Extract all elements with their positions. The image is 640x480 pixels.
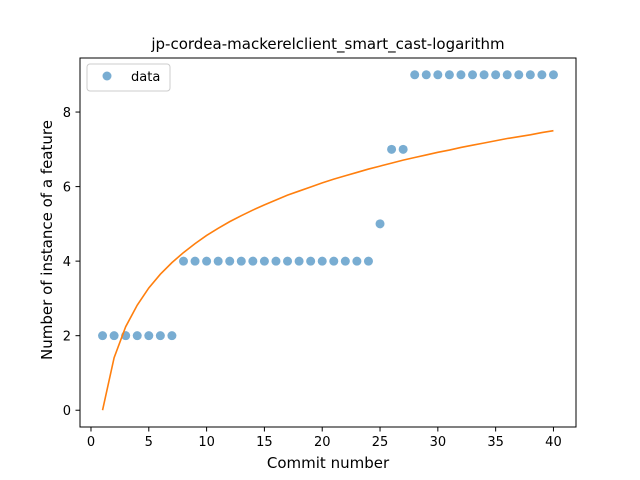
y-tick-label: 8 — [63, 106, 71, 121]
data-point — [456, 70, 466, 80]
data-point — [329, 256, 339, 266]
data-point — [525, 70, 535, 80]
chart-title: jp-cordea-mackerelclient_smart_cast-loga… — [150, 35, 504, 54]
data-point — [444, 70, 454, 80]
data-point — [132, 331, 142, 341]
x-tick-label: 25 — [372, 435, 389, 450]
axes-frame — [79, 57, 577, 428]
y-axis-label: Number of instance of a feature — [38, 120, 56, 360]
data-point — [167, 331, 177, 341]
legend-box — [86, 63, 171, 92]
data-point — [236, 256, 246, 266]
data-point — [514, 70, 524, 80]
x-axis-label: Commit number — [267, 454, 390, 472]
x-tick-label: 0 — [87, 435, 95, 450]
data-point — [548, 70, 558, 80]
y-tick-label: 0 — [63, 404, 71, 419]
data-point — [410, 70, 420, 80]
data-point — [306, 256, 316, 266]
y-axis: 0 2 4 6 8 — [63, 106, 80, 419]
data-point — [190, 256, 200, 266]
data-point — [283, 256, 293, 266]
data-point — [491, 70, 501, 80]
data-point — [294, 256, 304, 266]
x-tick-label: 10 — [198, 435, 215, 450]
fit-line — [101, 129, 554, 411]
x-tick-label: 40 — [545, 435, 562, 450]
legend-label-data: data — [131, 70, 160, 85]
x-axis: 0 5 10 15 20 25 30 35 40 — [87, 427, 562, 450]
data-point — [387, 144, 397, 154]
data-point — [352, 256, 362, 266]
legend: data — [86, 63, 171, 92]
x-tick-label: 20 — [314, 435, 331, 450]
data-point — [363, 256, 373, 266]
data-point — [468, 70, 478, 80]
data-point — [259, 256, 269, 266]
data-point — [421, 70, 431, 80]
x-tick-label: 15 — [256, 435, 273, 450]
y-tick-label: 2 — [63, 330, 71, 345]
data-point — [178, 256, 188, 266]
data-point — [202, 256, 212, 266]
data-point — [144, 331, 154, 341]
y-tick-label: 4 — [63, 255, 71, 270]
data-point — [271, 256, 281, 266]
legend-marker-data — [102, 71, 112, 81]
y-tick-label: 6 — [63, 181, 71, 196]
data-point — [317, 256, 327, 266]
data-point — [375, 219, 385, 229]
data-point — [248, 256, 258, 266]
data-point — [155, 331, 165, 341]
data-point — [213, 256, 223, 266]
data-point — [340, 256, 350, 266]
x-tick-label: 35 — [487, 435, 504, 450]
data-point — [502, 70, 512, 80]
data-point — [98, 331, 108, 341]
x-tick-label: 30 — [430, 435, 447, 450]
data-point — [109, 331, 119, 341]
data-point — [398, 144, 408, 154]
plot-area — [98, 70, 558, 411]
data-point — [225, 256, 235, 266]
data-point — [537, 70, 547, 80]
data-point — [479, 70, 489, 80]
data-point — [433, 70, 443, 80]
x-tick-label: 5 — [145, 435, 153, 450]
